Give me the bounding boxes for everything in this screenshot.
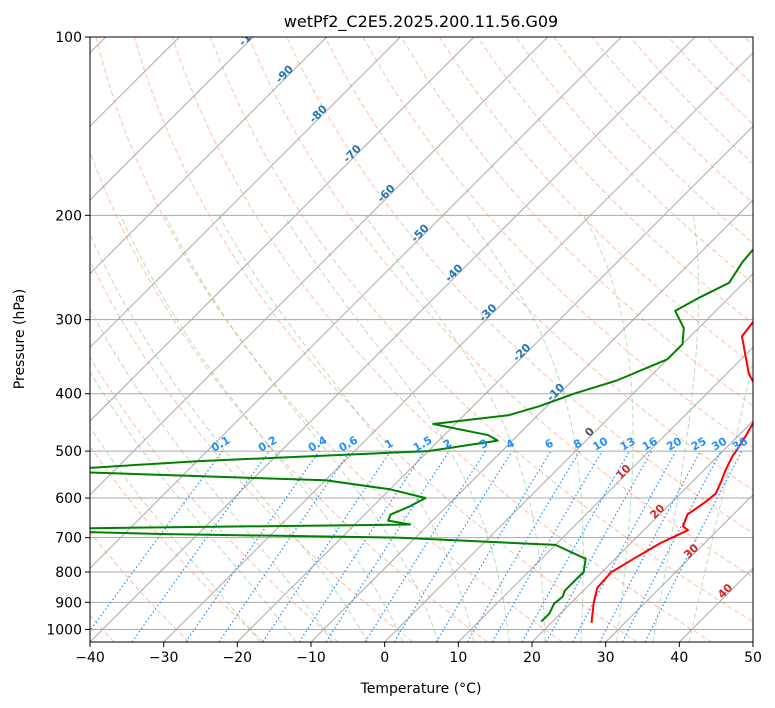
x-tick-label: −40 (75, 650, 105, 666)
x-tick-label: 40 (670, 650, 688, 666)
moist-adiabat-line (90, 426, 261, 642)
dry-adiabat-line (438, 37, 753, 366)
y-tick-label: 200 (55, 208, 82, 224)
y-tick-label: 800 (55, 565, 82, 581)
y-axis: 1000 900 800 700 600 500 400 300 200 100 (46, 30, 90, 638)
moist-adiabat-line (164, 215, 439, 642)
mixing-ratio-line (393, 450, 513, 642)
dry-adiabat-line (90, 259, 414, 642)
y-tick-label: 500 (55, 444, 82, 460)
dry-adiabat-line (515, 37, 753, 284)
mixing-ratio-line (90, 450, 223, 632)
moist-adiabat-line (688, 358, 753, 642)
dry-adiabat-line (400, 37, 753, 407)
isotherm-line (163, 51, 753, 642)
y-tick-label: 1000 (46, 622, 82, 638)
isotherm-line (457, 346, 753, 642)
isotherm-line (90, 37, 254, 201)
dry-adiabat-line (324, 37, 753, 491)
isotherm-line (90, 37, 549, 496)
dry-adiabat-line (90, 531, 190, 642)
mixing-ratio-line (521, 450, 631, 642)
isotherm-line (90, 37, 696, 642)
x-tick-label: 50 (744, 650, 762, 666)
mixing-ratio-line (545, 450, 653, 642)
y-tick-label: 300 (55, 313, 82, 329)
y-tick-label: 700 (55, 531, 82, 547)
dry-adiabat-label: -100 (236, 20, 265, 49)
moist-adiabat-line (283, 215, 510, 642)
plot-frame (89, 36, 754, 643)
mixing-ratio-line (298, 450, 425, 642)
y-tick-label: 900 (55, 595, 82, 611)
y-tick-label: 100 (55, 30, 82, 46)
isotherm-line (90, 37, 622, 570)
dry-adiabat-line (248, 37, 753, 578)
moist-adiabat-line (90, 233, 369, 642)
mixing-ratio-line (262, 450, 392, 642)
dry-adiabat-line (133, 37, 638, 642)
dry-adiabat-line (210, 37, 753, 623)
x-tick-label: −20 (223, 650, 253, 666)
isotherm-line (90, 37, 401, 349)
moist-adiabat-line (652, 215, 700, 642)
dry-adiabat-line (171, 37, 712, 642)
isotherm-line (605, 493, 753, 642)
isotherm-line (236, 125, 753, 642)
mixing-ratio-line (572, 450, 677, 642)
mixing-ratio-line (131, 450, 270, 642)
moist-adiabat-line (364, 215, 546, 642)
dry-adiabat-line (90, 445, 264, 642)
isotherm-line (531, 420, 753, 642)
x-axis-label: Temperature (°C) (360, 681, 482, 697)
isotherm-line (90, 37, 328, 275)
dry-adiabat-line (90, 150, 488, 642)
isotherm-line (90, 37, 475, 422)
profile-lines (90, 248, 753, 623)
dry-adiabat-line (90, 356, 339, 642)
x-tick-label: 10 (449, 650, 467, 666)
y-tick-label: 400 (55, 387, 82, 403)
reference-lines (90, 37, 753, 642)
moist-adiabat-line (119, 215, 404, 642)
mixing-ratio-line (644, 450, 743, 642)
temperature-profile-line (590, 320, 753, 623)
moist-adiabat-line (90, 370, 297, 642)
mixing-ratio-line (218, 450, 351, 642)
x-tick-label: −10 (296, 650, 326, 666)
x-tick-label: −30 (149, 650, 179, 666)
y-axis-label: Pressure (hPa) (12, 289, 28, 389)
chart-title: wetPf2_C2E5.2025.200.11.56.G09 (284, 12, 558, 32)
moist-adiabat-line (583, 215, 634, 642)
x-axis: −40 −30 −20 −10 0 10 20 30 40 50 (75, 642, 762, 666)
x-tick-label: 20 (523, 650, 541, 666)
y-tick-label: 600 (55, 491, 82, 507)
x-tick-label: 30 (597, 650, 615, 666)
mixing-ratio-line (325, 450, 450, 642)
dewpoint-profile-line (90, 248, 753, 623)
mixing-ratio-line (185, 450, 320, 642)
dry-adiabat-line (95, 37, 563, 642)
x-tick-label: 0 (380, 650, 389, 666)
